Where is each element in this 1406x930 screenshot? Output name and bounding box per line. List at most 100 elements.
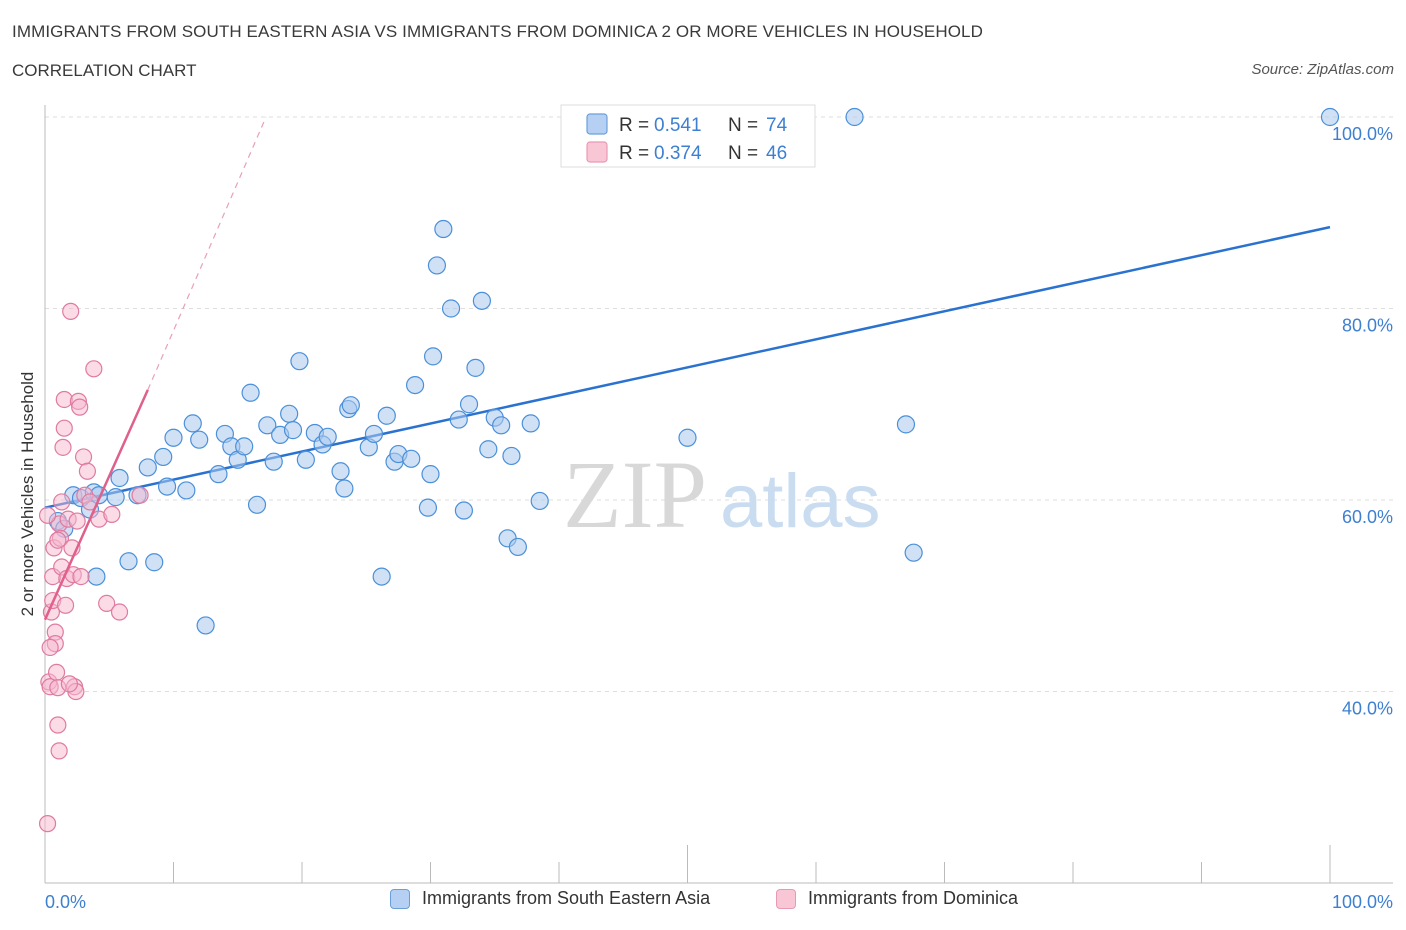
point-south-eastern-asia (258, 416, 277, 435)
trend-lines (44, 116, 1331, 509)
point-south-eastern-asia (241, 383, 260, 402)
y-tick-label: 60.0% (1342, 507, 1393, 527)
source-label: Source: ZipAtlas.com (1251, 61, 1394, 78)
point-south-eastern-asia (157, 477, 177, 496)
legend-label-south-eastern-asia: Immigrants from South Eastern Asia (422, 888, 711, 908)
point-south-eastern-asia (678, 428, 697, 447)
inset-legend-n-label: N = (728, 115, 758, 136)
legend-item-dominica[interactable]: Immigrants from Dominica (776, 888, 1018, 909)
point-dominica (72, 567, 90, 586)
inset-legend-n-value: 74 (766, 115, 788, 136)
point-south-eastern-asia (845, 107, 864, 127)
point-south-eastern-asia (106, 488, 125, 507)
point-south-eastern-asia (235, 437, 254, 456)
watermark-zip: ZIP (563, 441, 707, 548)
point-south-eastern-asia (290, 352, 309, 371)
point-south-eastern-asia (145, 553, 164, 572)
point-south-eastern-asia (335, 479, 354, 498)
point-dominica (68, 512, 86, 530)
point-south-eastern-asia (372, 567, 391, 586)
point-south-eastern-asia (296, 450, 315, 469)
point-south-eastern-asia (119, 552, 138, 571)
point-south-eastern-asia (138, 458, 157, 477)
point-dominica (49, 716, 67, 734)
inset-legend-r-label: R = (619, 143, 649, 164)
point-south-eastern-asia (434, 219, 453, 239)
point-dominica (49, 531, 67, 549)
point-south-eastern-asia (441, 299, 461, 318)
point-south-eastern-asia (466, 358, 485, 377)
point-dominica (131, 486, 149, 504)
legend-swatch-blue (390, 888, 410, 909)
watermark: ZIP atlas (563, 441, 881, 548)
point-dominica (50, 742, 68, 760)
point-south-eastern-asia (341, 396, 360, 415)
inset-legend-r-value: 0.374 (654, 143, 702, 164)
point-south-eastern-asia (530, 491, 549, 511)
data-points (38, 107, 1340, 833)
point-south-eastern-asia (177, 481, 196, 500)
point-dominica (47, 663, 66, 681)
point-south-eastern-asia (521, 414, 540, 433)
point-south-eastern-asia (183, 414, 202, 433)
legend-item-south-eastern-asia[interactable]: Immigrants from South Eastern Asia (390, 888, 710, 909)
y-tick-label: 40.0% (1342, 699, 1393, 719)
y-tick-label: 100.0% (1332, 124, 1393, 144)
point-south-eastern-asia (502, 446, 521, 466)
point-south-eastern-asia (405, 376, 425, 395)
point-south-eastern-asia (164, 428, 183, 447)
point-south-eastern-asia (459, 395, 479, 414)
point-south-eastern-asia (377, 406, 396, 425)
point-south-eastern-asia (196, 616, 215, 635)
point-dominica (85, 360, 103, 378)
point-dominica (41, 638, 59, 657)
point-south-eastern-asia (449, 410, 468, 429)
point-south-eastern-asia (209, 465, 228, 484)
point-dominica (60, 675, 79, 693)
point-south-eastern-asia (190, 430, 209, 449)
point-south-eastern-asia (1320, 107, 1340, 127)
point-south-eastern-asia (264, 452, 283, 471)
inset-legend-swatch-pink (586, 141, 608, 163)
point-south-eastern-asia (318, 427, 337, 446)
point-south-eastern-asia (331, 462, 350, 481)
point-dominica (55, 419, 73, 437)
point-dominica (55, 390, 73, 409)
trend-line-dominica (43, 389, 149, 621)
point-dominica (71, 398, 89, 416)
y-axis-label: 2 or more Vehicles in Household (18, 371, 37, 617)
point-dominica (56, 596, 75, 614)
legend-label-dominica: Immigrants from Dominica (808, 888, 1019, 908)
point-dominica (38, 815, 57, 833)
point-dominica (53, 493, 71, 511)
point-south-eastern-asia (283, 421, 303, 440)
point-south-eastern-asia (154, 447, 173, 467)
point-south-eastern-asia (280, 404, 299, 423)
point-south-eastern-asia (904, 543, 923, 562)
point-dominica (38, 506, 57, 524)
point-south-eastern-asia (247, 495, 267, 514)
point-dominica (62, 302, 80, 320)
watermark-atlas: atlas (720, 459, 881, 544)
point-south-eastern-asia (421, 465, 440, 484)
point-dominica (98, 594, 116, 613)
tick-labels: 40.0% 60.0% 80.0% 100.0% 0.0% 100.0% (45, 124, 1393, 912)
axes (44, 105, 1393, 884)
trend-line-dominica-extension (147, 116, 267, 391)
inset-legend-swatch-blue (586, 113, 608, 135)
point-dominica (74, 448, 93, 466)
point-south-eastern-asia (87, 567, 106, 586)
inset-legend-n-value: 46 (766, 143, 787, 164)
inset-legend-r-value: 0.541 (654, 115, 702, 136)
point-south-eastern-asia (418, 498, 438, 517)
point-south-eastern-asia (364, 424, 384, 444)
inset-legend: R = 0.541 N = 74 R = 0.374 N = 46 (560, 104, 816, 168)
point-dominica (54, 438, 72, 456)
point-south-eastern-asia (479, 440, 498, 459)
trend-line-south-eastern-asia (44, 225, 1331, 509)
point-south-eastern-asia (472, 291, 491, 310)
point-south-eastern-asia (423, 347, 443, 366)
y-tick-label: 80.0% (1342, 316, 1393, 336)
point-south-eastern-asia (402, 449, 421, 468)
point-south-eastern-asia (110, 468, 129, 488)
